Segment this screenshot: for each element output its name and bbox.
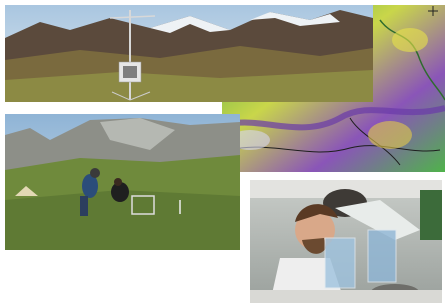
collage bbox=[0, 0, 445, 306]
mountain-photo bbox=[5, 5, 373, 102]
lab-photo bbox=[250, 180, 442, 303]
page bbox=[0, 0, 445, 306]
fieldwork-photo bbox=[5, 114, 240, 250]
